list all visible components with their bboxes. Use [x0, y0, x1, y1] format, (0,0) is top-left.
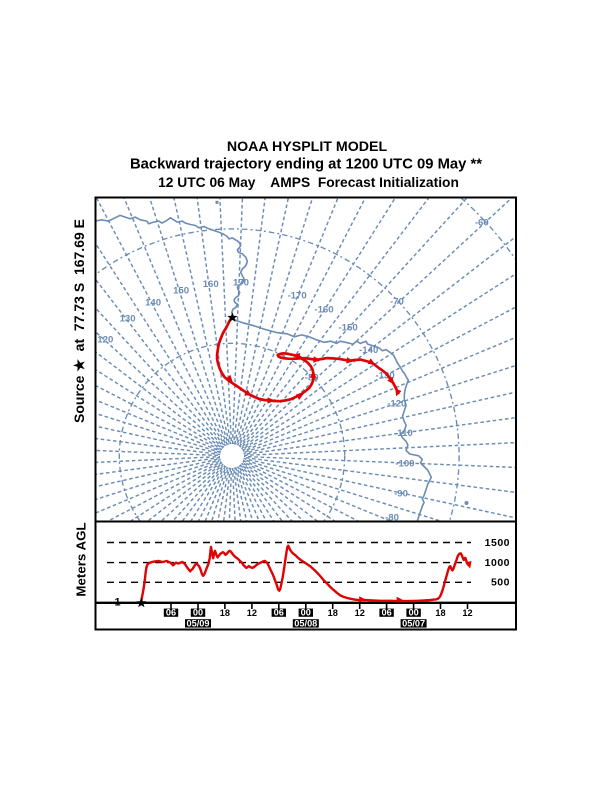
- svg-text:18: 18: [435, 608, 445, 618]
- svg-text:Meters AGL: Meters AGL: [74, 522, 89, 596]
- svg-text:130: 130: [120, 314, 136, 325]
- svg-text:06: 06: [274, 608, 284, 618]
- svg-text:170: 170: [233, 278, 249, 289]
- svg-text:12: 12: [462, 608, 472, 618]
- svg-text:-160: -160: [314, 304, 333, 315]
- svg-text:05/07: 05/07: [402, 618, 425, 628]
- svg-text:160: 160: [203, 279, 219, 290]
- svg-text:-90: -90: [394, 489, 408, 500]
- svg-text:18: 18: [220, 608, 230, 618]
- svg-text:-170: -170: [287, 290, 306, 301]
- svg-text:-100: -100: [395, 458, 414, 469]
- svg-text:00: 00: [408, 608, 418, 618]
- svg-text:18: 18: [328, 608, 338, 618]
- svg-text:06: 06: [166, 608, 176, 618]
- svg-text:-130: -130: [375, 371, 394, 382]
- svg-text:12 UTC 06 May AMPS Forecas: 12 UTC 06 May AMPS Forecast Initializati…: [158, 175, 459, 190]
- svg-text:-140: -140: [359, 345, 378, 356]
- svg-text:-80: -80: [385, 512, 399, 523]
- svg-text:-120: -120: [387, 399, 406, 410]
- svg-text:-110: -110: [394, 428, 413, 439]
- svg-text:NOAA HYSPLIT MODEL: NOAA HYSPLIT MODEL: [227, 139, 388, 155]
- svg-text:140: 140: [145, 297, 161, 308]
- svg-text:150: 150: [173, 286, 189, 297]
- svg-text:1500: 1500: [485, 537, 510, 549]
- svg-text:1000: 1000: [485, 557, 510, 569]
- svg-text:-70: -70: [390, 297, 404, 308]
- svg-text:120: 120: [97, 334, 113, 345]
- svg-text:-150: -150: [338, 323, 357, 334]
- svg-text:06: 06: [381, 608, 391, 618]
- svg-text:05/09: 05/09: [187, 618, 210, 628]
- svg-text:-60: -60: [475, 217, 489, 228]
- svg-text:12: 12: [355, 608, 365, 618]
- svg-text:00: 00: [301, 608, 311, 618]
- svg-text:Backward trajectory ending at: Backward trajectory ending at 1200 UTC 0…: [130, 157, 482, 173]
- svg-text:12: 12: [247, 608, 257, 618]
- svg-text:Source ★ at 77.73 S 167.69: Source ★ at 77.73 S 167.69 E: [71, 219, 87, 423]
- svg-text:500: 500: [491, 576, 510, 588]
- svg-text:1: 1: [114, 597, 120, 609]
- svg-text:-80: -80: [305, 373, 319, 384]
- svg-text:05/08: 05/08: [294, 618, 317, 628]
- svg-text:00: 00: [193, 608, 203, 618]
